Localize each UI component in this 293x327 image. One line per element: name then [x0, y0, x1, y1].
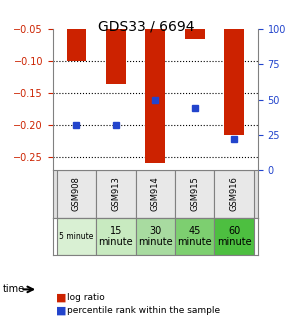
Text: time: time: [3, 284, 25, 294]
Text: GSM916: GSM916: [230, 176, 239, 211]
Text: 5 minute: 5 minute: [59, 232, 93, 241]
FancyBboxPatch shape: [96, 218, 136, 255]
FancyBboxPatch shape: [136, 218, 175, 255]
Text: GSM915: GSM915: [190, 176, 199, 211]
Text: 60
minute: 60 minute: [217, 226, 251, 247]
FancyBboxPatch shape: [175, 218, 214, 255]
Bar: [145, 0, 165, 163]
Text: GSM914: GSM914: [151, 176, 160, 211]
Text: percentile rank within the sample: percentile rank within the sample: [67, 306, 221, 315]
Text: GSM908: GSM908: [72, 176, 81, 211]
FancyBboxPatch shape: [214, 170, 254, 218]
Text: log ratio: log ratio: [67, 293, 105, 302]
Text: 30
minute: 30 minute: [138, 226, 173, 247]
Text: 15
minute: 15 minute: [98, 226, 133, 247]
FancyBboxPatch shape: [57, 170, 96, 218]
FancyBboxPatch shape: [136, 170, 175, 218]
FancyBboxPatch shape: [175, 170, 214, 218]
Bar: [185, 0, 205, 39]
FancyBboxPatch shape: [214, 218, 254, 255]
FancyBboxPatch shape: [57, 218, 96, 255]
Text: 45
minute: 45 minute: [178, 226, 212, 247]
Text: ■: ■: [56, 306, 66, 316]
Bar: [224, 0, 244, 135]
FancyBboxPatch shape: [96, 170, 136, 218]
Bar: [67, 0, 86, 61]
Text: GSM913: GSM913: [111, 176, 120, 211]
Bar: [106, 0, 126, 84]
Text: ■: ■: [56, 293, 66, 302]
Text: GDS33 / 6694: GDS33 / 6694: [98, 20, 195, 34]
